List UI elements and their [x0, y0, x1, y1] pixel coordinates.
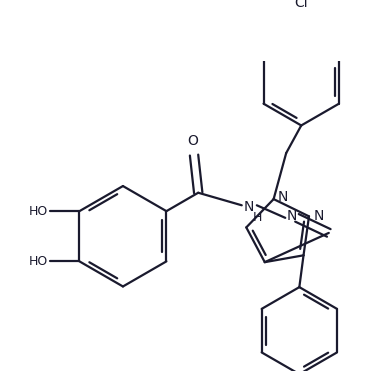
Text: N: N: [278, 190, 288, 204]
Text: N: N: [287, 209, 297, 223]
Text: Cl: Cl: [294, 0, 308, 10]
Text: HO: HO: [28, 255, 48, 268]
Text: HO: HO: [28, 205, 48, 218]
Text: O: O: [187, 134, 198, 148]
Text: N: N: [243, 200, 254, 214]
Text: N: N: [313, 209, 324, 223]
Text: H: H: [253, 210, 262, 223]
